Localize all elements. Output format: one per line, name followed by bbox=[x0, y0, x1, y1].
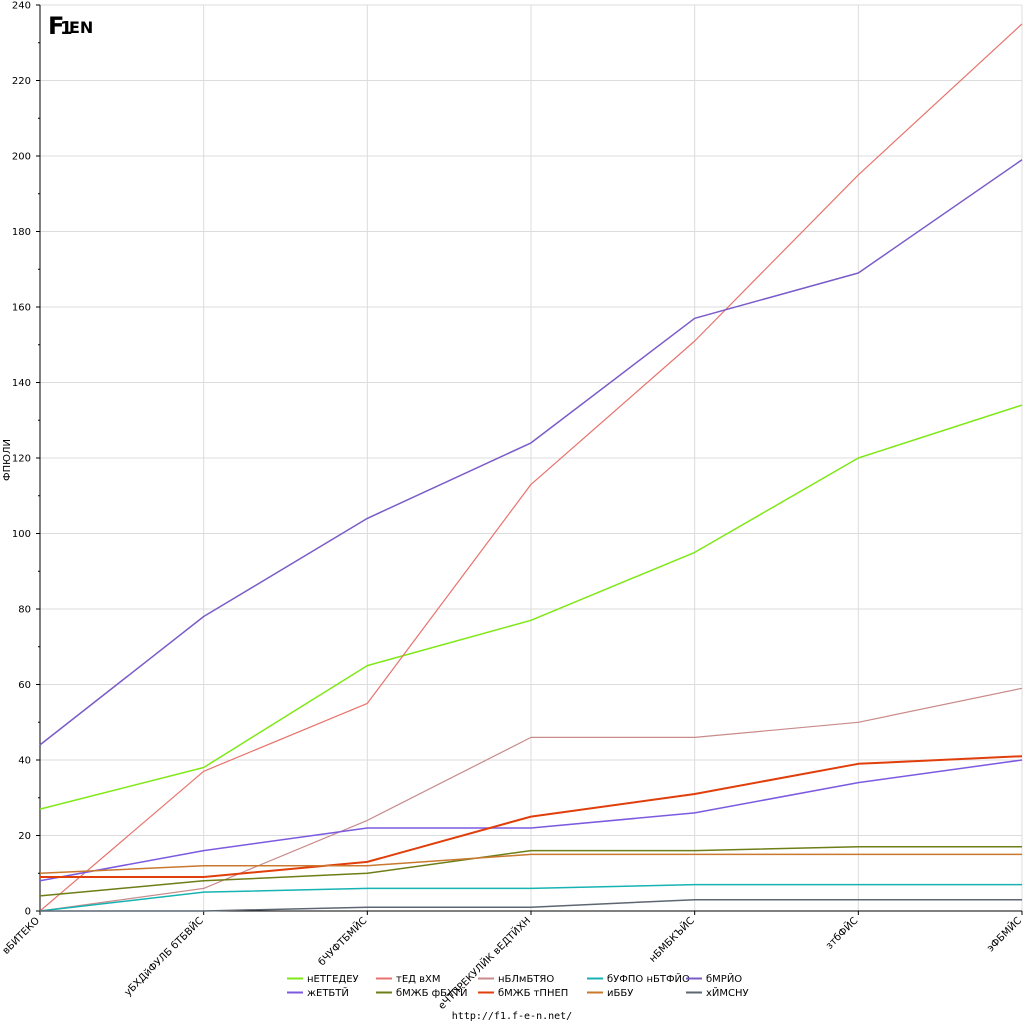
legend-label: бМЖБ фБХТЙ bbox=[396, 986, 467, 999]
series-line bbox=[39, 883, 1022, 912]
y-tick-label: 60 bbox=[18, 680, 31, 691]
series-line bbox=[39, 846, 1022, 897]
grid bbox=[39, 4, 1023, 912]
legend-label: жЕТБТЙ bbox=[307, 986, 349, 999]
y-tick-label: 40 bbox=[18, 756, 31, 767]
y-tick-label: 180 bbox=[12, 227, 31, 238]
y-tick-label: 120 bbox=[12, 454, 31, 465]
legend-label: бМРЙО bbox=[706, 972, 742, 985]
legend-label: нЕТГЕДЕУ bbox=[307, 974, 359, 985]
series-line bbox=[39, 404, 1023, 810]
x-tick-label: бЧУФТБМЙС bbox=[315, 914, 369, 968]
y-axis-ticks: 0 20 40 60 80 100 120 140 160 180 200 220 240 bbox=[12, 1, 40, 918]
series-line bbox=[40, 755, 1023, 878]
source-url[interactable]: http://f1.f-e-n.net/ bbox=[452, 1011, 572, 1022]
series-line bbox=[39, 853, 1022, 875]
series-line bbox=[39, 687, 1023, 912]
x-tick-label: зтбФЙС bbox=[823, 914, 861, 952]
legend-label: бМЖБ тПНЕП bbox=[498, 988, 568, 999]
legend-label: хЙМСНУ bbox=[706, 986, 749, 999]
series-line bbox=[40, 898, 1022, 912]
y-tick-label: 0 bbox=[25, 907, 31, 918]
series-line bbox=[39, 159, 1023, 746]
series-line bbox=[39, 23, 1023, 912]
legend-label: тЕД вХМ bbox=[396, 974, 441, 985]
y-tick-label: 220 bbox=[12, 76, 31, 87]
y-tick-label: 20 bbox=[18, 831, 31, 842]
y-tick-label: 100 bbox=[12, 529, 31, 540]
y-tick-label: 200 bbox=[12, 152, 31, 163]
x-tick-label: вБИТЕКО bbox=[1, 915, 43, 957]
y-axis-label: ФПЮЛИ bbox=[2, 439, 13, 481]
svg-text:1: 1 bbox=[60, 18, 73, 39]
legend-label: нБЛмБТЯО bbox=[498, 974, 554, 985]
legend: нЕТГЕДЕУ тЕД вХМ нБЛмБТЯО бУФПО нБТФЙО бМРЙО… bbox=[287, 972, 749, 999]
y-tick-label: 240 bbox=[12, 1, 31, 12]
y-tick-label: 140 bbox=[12, 378, 31, 389]
series-line bbox=[39, 759, 1023, 882]
x-tick-label: уБХДйФУЛБ бТБВЙС bbox=[121, 914, 206, 999]
x-tick-label: нБМБКЪЙС bbox=[646, 914, 697, 965]
legend-label: иББУ bbox=[607, 988, 633, 999]
series-layer bbox=[39, 23, 1023, 912]
f1fen-logo: F 1 EN bbox=[48, 12, 98, 40]
svg-text:F: F bbox=[48, 12, 64, 40]
y-tick-label: 80 bbox=[18, 605, 31, 616]
y-tick-label: 160 bbox=[12, 303, 31, 314]
x-tick-label: эФБМЙС bbox=[984, 914, 1024, 954]
legend-label: бУФПО нБТФЙО bbox=[607, 972, 690, 985]
svg-text:EN: EN bbox=[69, 18, 93, 37]
